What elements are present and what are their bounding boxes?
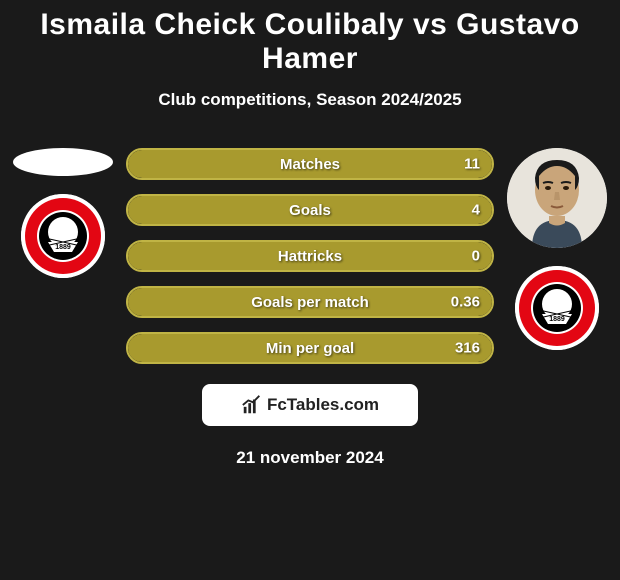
- page-title: Ismaila Cheick Coulibaly vs Gustavo Hame…: [0, 0, 620, 76]
- player1-avatar: [13, 148, 113, 176]
- svg-text:1889: 1889: [55, 244, 71, 251]
- stat-label: Matches: [280, 156, 340, 173]
- comparison-main: 1889 Matches 11 Goals 4 Hattricks 0 Goals per …: [0, 148, 620, 364]
- player2-avatar: [507, 148, 607, 248]
- player2-club-badge: 1889: [515, 266, 599, 350]
- subtitle: Club competitions, Season 2024/2025: [0, 90, 620, 110]
- date-text: 21 november 2024: [0, 448, 620, 468]
- stat-row: Hattricks 0: [126, 240, 494, 272]
- brand-text: FcTables.com: [267, 395, 379, 415]
- player1-club-badge: 1889: [21, 194, 105, 278]
- svg-text:1889: 1889: [549, 316, 565, 323]
- stat-label: Goals: [289, 202, 331, 219]
- stat-value: 316: [455, 340, 480, 357]
- stat-value: 0.36: [451, 294, 480, 311]
- stat-row: Matches 11: [126, 148, 494, 180]
- stats-column: Matches 11 Goals 4 Hattricks 0 Goals per match…: [118, 148, 502, 364]
- brand-watermark: FcTables.com: [202, 384, 418, 426]
- stat-row: Goals 4: [126, 194, 494, 226]
- stat-value: 4: [472, 202, 480, 219]
- stat-label: Goals per match: [251, 294, 369, 311]
- stat-label: Min per goal: [266, 340, 354, 357]
- right-player-col: 1889: [502, 148, 612, 350]
- stat-row: Goals per match 0.36: [126, 286, 494, 318]
- stat-row: Min per goal 316: [126, 332, 494, 364]
- chart-icon: [241, 394, 263, 416]
- stat-label: Hattricks: [278, 248, 342, 265]
- stat-value: 11: [464, 156, 480, 173]
- stat-value: 0: [472, 248, 480, 265]
- left-player-col: 1889: [8, 148, 118, 278]
